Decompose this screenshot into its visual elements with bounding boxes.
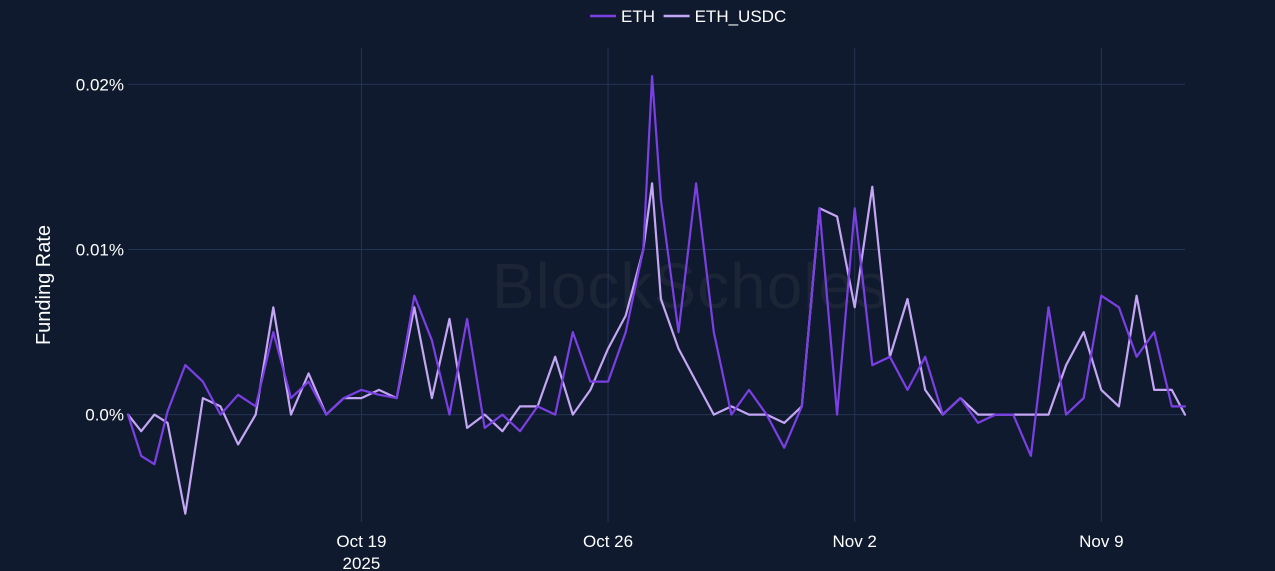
series-line-eth[interactable]	[126, 74, 1187, 466]
legend-label-eth[interactable]: ETH	[621, 7, 655, 26]
y-axis-title: Funding Rate	[33, 225, 55, 345]
watermark: BlockScholes	[492, 250, 888, 322]
x-tick-label: Nov 2	[832, 532, 876, 551]
y-tick-label: 0.0%	[85, 406, 124, 425]
y-tick-label: 0.01%	[76, 240, 124, 259]
x-tick-label: Nov 9	[1079, 532, 1123, 551]
x-tick-sublabel: 2025	[343, 554, 381, 571]
x-axis-ticks: Oct 19 2025 Oct 26 Nov 2 Nov 9	[336, 532, 1123, 571]
x-tick-label: Oct 26	[583, 532, 633, 551]
y-tick-label: 0.02%	[76, 75, 124, 94]
series-line-eth-usdc[interactable]	[126, 182, 1187, 515]
x-tick-label: Oct 19	[336, 532, 386, 551]
y-axis-ticks: 0.0% 0.01% 0.02%	[76, 75, 124, 424]
legend-label-eth-usdc[interactable]: ETH_USDC	[695, 7, 787, 26]
legend[interactable]: ETH ETH_USDC	[590, 7, 786, 26]
series-group	[126, 74, 1187, 515]
